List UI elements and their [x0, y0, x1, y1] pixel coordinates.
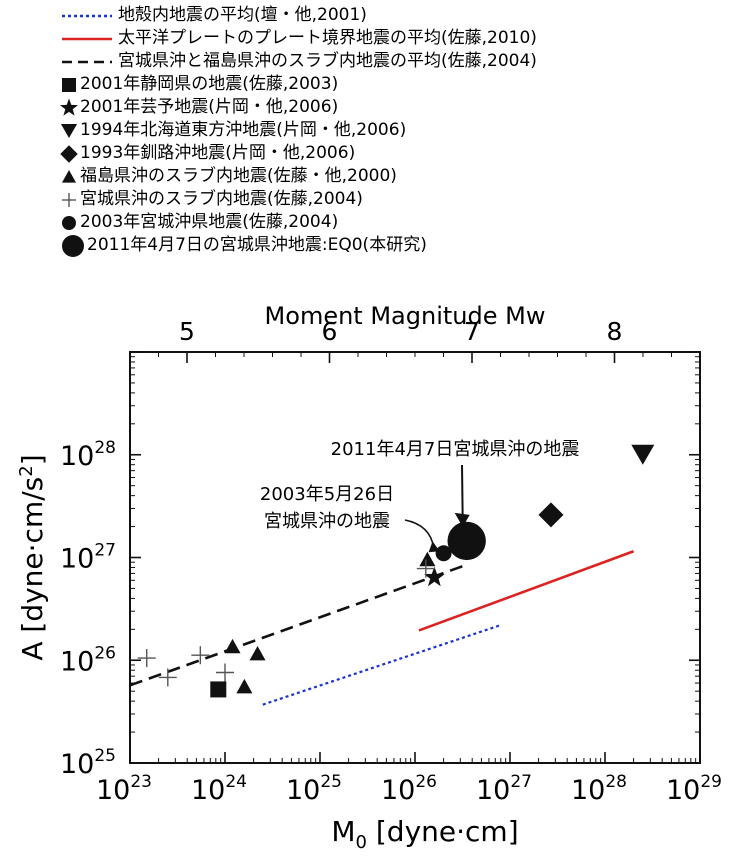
data-point-plus: [416, 559, 435, 578]
data-point-triangle-up: [224, 638, 241, 654]
annotation-label: 2011年4月7日宮城県沖の地震: [331, 439, 580, 460]
y-tick-label: 1028: [60, 438, 116, 472]
x-tick-label: 1028: [571, 772, 627, 806]
legend-item: 1994年北海道東方沖地震(片岡・他,2006): [60, 119, 729, 142]
series-line-dashed: [129, 563, 468, 687]
legend-label: 福島県沖のスラブ内地震(佐藤・他,2000): [80, 166, 397, 186]
legend-label: 1994年北海道東方沖地震(片岡・他,2006): [80, 120, 407, 140]
data-point-star: [424, 566, 445, 587]
x-tick-label: 1024: [191, 772, 247, 806]
legend-label: 1993年釧路沖地震(片岡・他,2006): [80, 143, 356, 163]
top-axis-title: Moment Magnitude Mw: [265, 302, 546, 330]
x-tick-label: 1027: [476, 772, 532, 806]
annotation-label: 宮城県沖の地震: [264, 511, 390, 532]
x-axis-title: M0 [dyne·cm]: [331, 815, 518, 853]
legend-symbol-triangle-down: [60, 124, 78, 138]
data-point-circle: [435, 545, 452, 562]
legend-symbol-solid-line: [62, 37, 112, 41]
legend-symbol-dotted-line: [62, 14, 112, 18]
legend-item: 太平洋プレートのプレート境界地震の平均(佐藤,2010): [60, 27, 729, 50]
x-tick-label: 1026: [381, 772, 437, 806]
legend-label: 宮城県沖と福島県沖のスラブ内地震の平均(佐藤,2004): [118, 51, 537, 71]
top-tick-label: 6: [322, 317, 338, 346]
legend-item: 1993年釧路沖地震(片岡・他,2006): [60, 142, 729, 165]
legend-symbol-big-circle: [62, 235, 84, 257]
annotation-arrow: [404, 519, 435, 548]
legend-symbol-square: [62, 78, 76, 92]
legend-item: 2003年宮城沖県地震(佐藤,2004): [60, 211, 729, 234]
legend-item: 宮城県沖と福島県沖のスラブ内地震の平均(佐藤,2004): [60, 50, 729, 73]
legend: 地殻内地震の平均(壇・他,2001) 太平洋プレートのプレート境界地震の平均(佐藤…: [60, 4, 729, 257]
legend-label: 2001年静岡県の地震(佐藤,2003): [80, 74, 339, 94]
legend-symbol-dashed-line: [62, 60, 112, 64]
series-line-solid: [418, 550, 635, 632]
legend-symbol-plus: [62, 193, 76, 207]
top-tick-label: 8: [607, 317, 623, 346]
y-tick-label: 1026: [60, 643, 116, 677]
annotation-label: 2003年5月26日: [260, 484, 394, 505]
data-point-triangle-down: [631, 444, 655, 465]
legend-item: 宮城県沖のスラブ内地震(佐藤,2004): [60, 188, 729, 211]
data-point-diamond: [538, 502, 564, 528]
x-tick-label: 1029: [666, 772, 722, 806]
legend-item: 福島県沖のスラブ内地震(佐藤・他,2000): [60, 165, 729, 188]
top-tick-label: 5: [179, 317, 195, 346]
y-tick-label: 1025: [60, 746, 116, 780]
legend-label: 2003年宮城沖県地震(佐藤,2004): [80, 212, 339, 232]
data-point-plus: [191, 646, 210, 665]
legend-symbol-triangle-up: [62, 170, 76, 183]
data-point-triangle-up: [236, 678, 253, 694]
legend-label: 太平洋プレートのプレート境界地震の平均(佐藤,2010): [118, 28, 537, 48]
legend-label: 2001年芸予地震(片岡・他,2006): [80, 97, 339, 117]
legend-symbol-circle: [62, 216, 76, 230]
legend-item: 地殻内地震の平均(壇・他,2001): [60, 4, 729, 27]
legend-item: 2011年4月7日の宮城県沖地震:EQ0(本研究): [60, 234, 729, 257]
legend-item: 2001年静岡県の地震(佐藤,2003): [60, 73, 729, 96]
legend-item: 2001年芸予地震(片岡・他,2006): [60, 96, 729, 119]
data-point-triangle-up: [419, 551, 436, 567]
x-tick-label: 1025: [286, 772, 342, 806]
annotation-arrowhead: [428, 541, 440, 553]
data-point-big-circle: [447, 521, 486, 561]
x-tick-label: 1023: [96, 772, 152, 806]
data-point-plus: [158, 668, 177, 687]
data-point-plus: [137, 649, 156, 668]
annotation-arrowhead: [454, 512, 470, 527]
top-tick-label: 7: [464, 317, 480, 346]
legend-symbol-diamond: [60, 145, 78, 163]
y-axis-title: A [dyne·cm/s2]: [16, 454, 49, 660]
legend-label: 2011年4月7日の宮城県沖地震:EQ0(本研究): [87, 235, 427, 255]
data-point-plus: [216, 663, 234, 682]
data-point-triangle-up: [249, 646, 266, 661]
legend-label: 宮城県沖のスラブ内地震(佐藤,2004): [80, 189, 363, 209]
data-point-square: [210, 681, 227, 698]
legend-label: 地殻内地震の平均(壇・他,2001): [118, 5, 367, 25]
series-line-dotted: [262, 624, 502, 706]
annotation-arrow: [461, 464, 464, 519]
legend-symbol-star: [60, 98, 78, 116]
y-tick-label: 1027: [60, 541, 116, 575]
